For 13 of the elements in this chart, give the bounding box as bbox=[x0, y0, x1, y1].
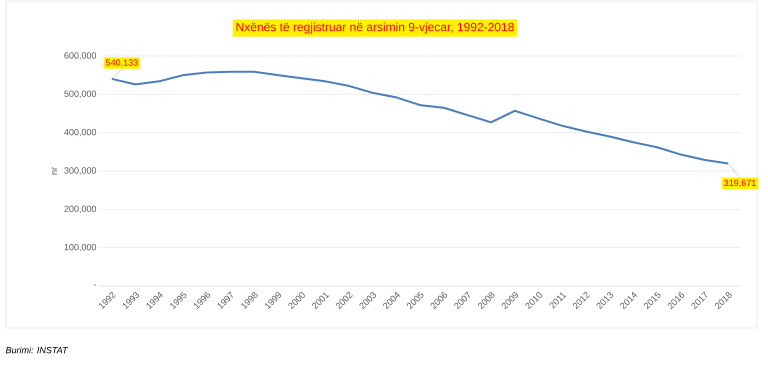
y-tick-label: 600,000 bbox=[64, 52, 96, 60]
y-axis-title: nr bbox=[52, 167, 58, 174]
data-label: 319,671 bbox=[724, 180, 756, 188]
y-tick-label: - bbox=[94, 284, 96, 286]
data-label: 540,133 bbox=[106, 59, 138, 67]
line-series bbox=[110, 70, 730, 164]
y-tick-label: 200,000 bbox=[64, 206, 96, 214]
y-tick-label: 400,000 bbox=[64, 128, 96, 136]
y-tick-label: 100,000 bbox=[64, 244, 96, 252]
y-tick-label: 500,000 bbox=[64, 90, 96, 98]
y-tick-label: 300,000 bbox=[64, 167, 96, 175]
chart-title: Nxënës të regjistruar në arsimin 9-vjecar, 1992-2018 bbox=[236, 22, 514, 34]
text: Burimi: INSTAT bbox=[6, 346, 68, 354]
